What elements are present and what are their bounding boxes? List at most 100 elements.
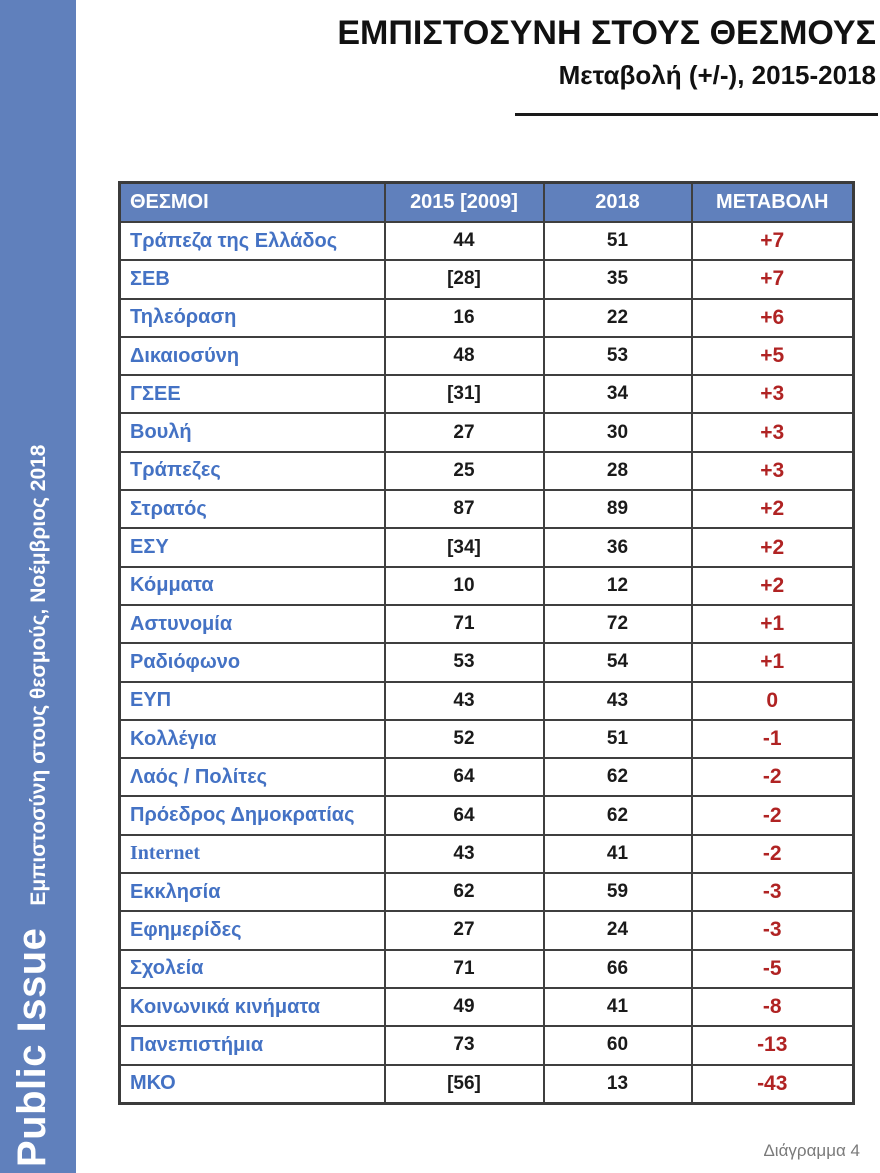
value-2018: 34	[542, 374, 693, 415]
table-body: Τράπεζα της Ελλάδος 44 51 +7 ΣΕΒ [28] 35 +7 Τηλε…	[118, 220, 855, 1105]
column-header-0: ΘΕΣΜΟΙ	[118, 181, 386, 223]
value-2015: [28]	[383, 259, 545, 300]
table-row: Κοινωνικά κινήματα 49 41 -8	[118, 986, 855, 1028]
institution-label: Κοινωνικά κινήματα	[118, 986, 386, 1028]
value-2015: 52	[383, 718, 545, 760]
institution-label: Ραδιόφωνο	[118, 642, 386, 683]
change-value: +5	[690, 335, 855, 377]
table-row: Εφημερίδες 27 24 -3	[118, 910, 855, 951]
institution-label: Δικαιοσύνη	[118, 335, 386, 377]
institution-label: Εφημερίδες	[118, 910, 386, 951]
value-2015: [56]	[383, 1063, 545, 1105]
change-value: -2	[690, 795, 855, 836]
value-2018: 24	[542, 910, 693, 951]
institution-label: Λαός / Πολίτες	[118, 757, 386, 798]
column-header-3: ΜΕΤΑΒΟΛΗ	[690, 181, 855, 223]
institution-label: ΣΕΒ	[118, 259, 386, 300]
value-2018: 62	[542, 757, 693, 798]
institution-label: Αστυνομία	[118, 603, 386, 645]
change-value: +3	[690, 450, 855, 492]
institution-label: Τηλεόραση	[118, 297, 386, 338]
value-2015: 43	[383, 680, 545, 721]
change-value: +3	[690, 412, 855, 453]
table-row: Τράπεζες 25 28 +3	[118, 450, 855, 492]
change-value: +6	[690, 297, 855, 338]
table-row: ΜΚΟ [56] 13 -43	[118, 1063, 855, 1105]
value-2015: 44	[383, 220, 545, 262]
institution-label: Πανεπιστήμια	[118, 1025, 386, 1066]
value-2018: 72	[542, 603, 693, 645]
table-row: Τράπεζα της Ελλάδος 44 51 +7	[118, 220, 855, 262]
value-2018: 66	[542, 948, 693, 989]
table-row: Πανεπιστήμια 73 60 -13	[118, 1025, 855, 1066]
table-row: ΕΣΥ [34] 36 +2	[118, 527, 855, 568]
value-2018: 28	[542, 450, 693, 492]
table-row: Αστυνομία 71 72 +1	[118, 603, 855, 645]
value-2015: 10	[383, 565, 545, 606]
change-value: +3	[690, 374, 855, 415]
change-value: -3	[690, 872, 855, 913]
change-value: +7	[690, 259, 855, 300]
change-value: -2	[690, 757, 855, 798]
value-2018: 41	[542, 986, 693, 1028]
institution-label: Εκκλησία	[118, 872, 386, 913]
value-2015: 73	[383, 1025, 545, 1066]
change-value: -2	[690, 833, 855, 875]
value-2015: 64	[383, 795, 545, 836]
value-2018: 89	[542, 489, 693, 530]
institution-label: Σχολεία	[118, 948, 386, 989]
change-value: -5	[690, 948, 855, 989]
change-value: -8	[690, 986, 855, 1028]
table-row: Δικαιοσύνη 48 53 +5	[118, 335, 855, 377]
value-2018: 13	[542, 1063, 693, 1105]
table-row: Εκκλησία 62 59 -3	[118, 872, 855, 913]
value-2015: 27	[383, 412, 545, 453]
title-underline	[515, 113, 878, 116]
change-value: +1	[690, 603, 855, 645]
change-value: -13	[690, 1025, 855, 1066]
table-row: Κολλέγια 52 51 -1	[118, 718, 855, 760]
sidebar-caption: Εμπιστοσύνη στους θεσμούς, Νοέμβριος 201…	[27, 444, 50, 906]
change-value: +2	[690, 565, 855, 606]
value-2015: 49	[383, 986, 545, 1028]
figure-caption: Διάγραμμα 4	[763, 1141, 860, 1160]
table-row: ΣΕΒ [28] 35 +7	[118, 259, 855, 300]
table-header-row: ΘΕΣΜΟΙ 2015 [2009] 2018 ΜΕΤΑΒΟΛΗ	[118, 181, 855, 223]
value-2015: 64	[383, 757, 545, 798]
institution-label: Πρόεδρος Δημοκρατίας	[118, 795, 386, 836]
value-2015: 62	[383, 872, 545, 913]
change-value: -43	[690, 1063, 855, 1105]
value-2018: 51	[542, 718, 693, 760]
change-value: +1	[690, 642, 855, 683]
sidebar: Public Issue Εμπιστοσύνη στους θεσμούς, Ν…	[0, 0, 76, 1173]
table-row: Λαός / Πολίτες 64 62 -2	[118, 757, 855, 798]
value-2015: 48	[383, 335, 545, 377]
value-2018: 53	[542, 335, 693, 377]
institution-label: ΕΥΠ	[118, 680, 386, 721]
table-row: Τηλεόραση 16 22 +6	[118, 297, 855, 338]
value-2015: 43	[383, 833, 545, 875]
value-2018: 43	[542, 680, 693, 721]
change-value: 0	[690, 680, 855, 721]
column-header-2: 2018	[542, 181, 693, 223]
page-subtitle: Μεταβολή (+/-), 2015-2018	[558, 60, 876, 90]
column-header-1: 2015 [2009]	[383, 181, 545, 223]
value-2015: 53	[383, 642, 545, 683]
table-row: Βουλή 27 30 +3	[118, 412, 855, 453]
page-title: ΕΜΠΙΣΤΟΣΥΝΗ ΣΤΟΥΣ ΘΕΣΜΟΥΣ	[337, 14, 876, 52]
change-value: +2	[690, 489, 855, 530]
change-value: +7	[690, 220, 855, 262]
table-row: ΕΥΠ 43 43 0	[118, 680, 855, 721]
table-row: Σχολεία 71 66 -5	[118, 948, 855, 989]
value-2018: 62	[542, 795, 693, 836]
institution-label: Στρατός	[118, 489, 386, 530]
value-2015: 71	[383, 948, 545, 989]
table-row: Ραδιόφωνο 53 54 +1	[118, 642, 855, 683]
institution-label: Βουλή	[118, 412, 386, 453]
institution-label: ΕΣΥ	[118, 527, 386, 568]
table-row: Κόμματα 10 12 +2	[118, 565, 855, 606]
table-row: Στρατός 87 89 +2	[118, 489, 855, 530]
change-value: -3	[690, 910, 855, 951]
institutions-table: ΘΕΣΜΟΙ 2015 [2009] 2018 ΜΕΤΑΒΟΛΗ Τράπεζα τη…	[118, 181, 855, 1105]
value-2018: 59	[542, 872, 693, 913]
